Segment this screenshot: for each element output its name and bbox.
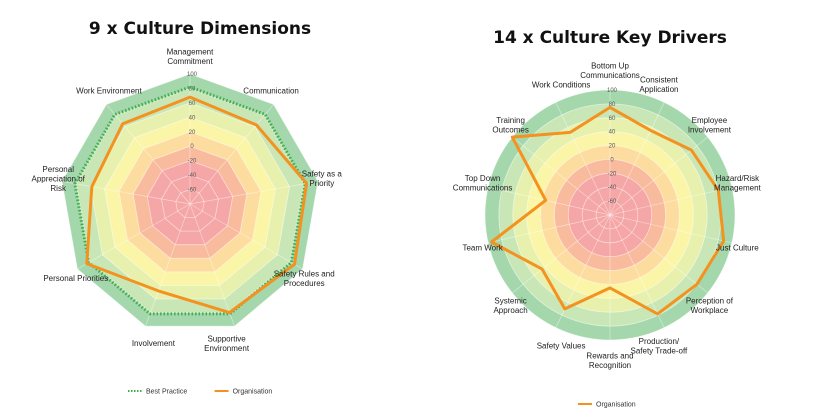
- culture-key-drivers-radar-chart: 14 x Culture Key Drivers 100 80 60 40 20 0 -20…: [453, 28, 762, 409]
- axis-label: Personal Priorities: [43, 274, 108, 283]
- tick-label: 40: [609, 130, 616, 136]
- tick-label: -20: [188, 159, 197, 165]
- chart-legend: Best Practice Organisation: [128, 389, 272, 396]
- grid-spoke: [189, 104, 274, 205]
- grid-spoke: [189, 203, 303, 270]
- axis-label: Safety as a Priority: [302, 170, 343, 189]
- grid-ring: [104, 116, 276, 286]
- radar-axis-labels: Management Commitment Communication Safety …: [32, 47, 343, 353]
- axis-label: Management Commitment: [167, 47, 214, 66]
- tick-label: 80: [609, 102, 616, 108]
- grid-spoke: [61, 181, 191, 205]
- tick-label: 100: [187, 72, 198, 78]
- axis-label: Bottom Up Communications: [580, 61, 640, 80]
- axis-label: Hazard/Risk Management: [714, 174, 761, 193]
- tick-label: -40: [188, 173, 197, 179]
- axis-label: Just Culture: [716, 243, 759, 252]
- grid-spoke: [555, 102, 611, 216]
- axis-label: Work Conditions: [532, 80, 591, 89]
- grid-ring: [146, 160, 234, 246]
- grid-spoke: [512, 136, 611, 216]
- tick-label: 20: [189, 130, 196, 136]
- radar-ticks: 100 80 60 40 20 0 -20 -40 -60: [187, 72, 198, 194]
- axis-label: Rewards and Recognition: [586, 351, 633, 370]
- chart-title: 9 x Culture Dimensions: [89, 19, 311, 39]
- grid-ring: [118, 131, 262, 273]
- axis-label: Work Environment: [76, 87, 142, 96]
- grid-spoke: [106, 104, 191, 205]
- tick-label: 20: [609, 144, 616, 150]
- legend-label: Best Practice: [146, 389, 187, 396]
- axis-label: Top Down Communications: [453, 174, 513, 193]
- tick-label: 60: [609, 116, 616, 122]
- radar-series: [73, 85, 309, 316]
- axis-label: Production/Safety Trade-off: [631, 337, 689, 356]
- grid-spoke: [609, 214, 665, 328]
- tick-label: 60: [189, 101, 196, 107]
- culture-dimensions-radar-chart: 9 x Culture Dimensions 100 80 60 40 20 0 -20 -4…: [32, 19, 343, 396]
- grid-spoke: [609, 214, 708, 294]
- chart-title: 14 x Culture Key Drivers: [493, 28, 727, 48]
- series-line-organisation: [85, 95, 309, 315]
- grid-spoke: [145, 203, 191, 327]
- axis-label: Communication: [243, 87, 299, 96]
- tick-label: 80: [189, 86, 196, 92]
- axis-label: Personal Appreciation of Risk: [32, 165, 86, 193]
- axis-label: Supportive Environment: [204, 334, 250, 353]
- legend-label: Organisation: [596, 402, 636, 409]
- grid-spoke: [609, 186, 732, 216]
- grid-spoke: [77, 203, 191, 270]
- axis-label: Involvement: [132, 339, 176, 348]
- radar-ticks: 100 80 60 40 20 0 -20 -40 -60: [607, 88, 618, 205]
- tick-label: 40: [189, 115, 196, 121]
- axis-label: Team Work: [462, 243, 503, 252]
- grid-spoke: [189, 181, 319, 205]
- chart-legend: Organisation: [578, 402, 636, 409]
- axis-label: Employee Involvement: [688, 116, 732, 135]
- grid-ring: [61, 73, 319, 327]
- axis-label: Consistent Application: [639, 76, 678, 95]
- axis-label: Training Outcomes: [492, 116, 528, 135]
- radar-series: [490, 105, 726, 316]
- tick-label: -60: [608, 199, 617, 205]
- legend-label: Organisation: [233, 389, 273, 396]
- axis-label: Perception of Workplace: [686, 297, 734, 316]
- grid-spoke: [609, 214, 732, 244]
- series-line-organisation: [490, 105, 726, 316]
- tick-label: -20: [608, 171, 617, 177]
- grid-ring: [175, 189, 205, 219]
- axis-label: Safety Rules and Procedures: [274, 269, 335, 288]
- tick-label: -60: [188, 188, 197, 194]
- grid-ring: [161, 174, 219, 232]
- grid-ring: [132, 145, 248, 259]
- axis-label: Systemic Approach: [493, 297, 527, 316]
- grid-spoke: [488, 186, 611, 216]
- tick-label: 0: [190, 144, 194, 150]
- grid-spoke: [512, 214, 611, 294]
- series-line-best-practice: [73, 85, 307, 316]
- tick-label: -40: [608, 185, 617, 191]
- axis-label: Safety Values: [537, 342, 586, 351]
- tick-label: 100: [607, 88, 618, 94]
- grid-spoke: [189, 203, 235, 327]
- grid-spoke: [488, 214, 611, 244]
- tick-label: 0: [610, 157, 614, 163]
- grid-spoke: [609, 102, 665, 216]
